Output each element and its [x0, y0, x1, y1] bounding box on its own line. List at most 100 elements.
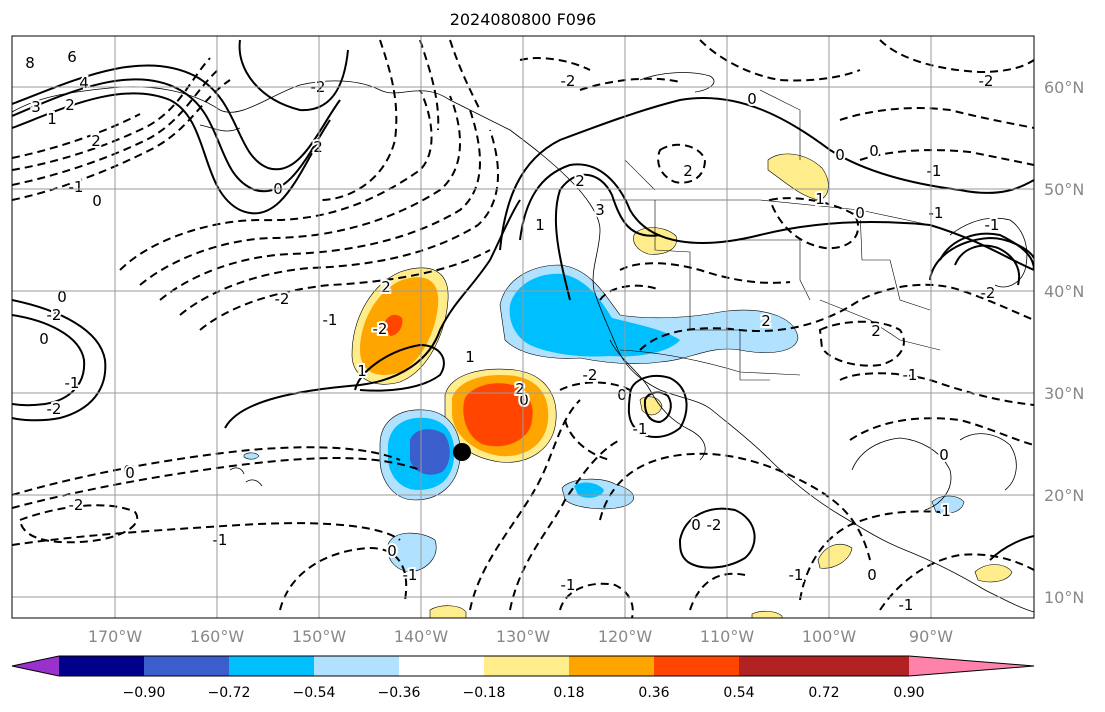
contour-label: 2: [91, 132, 101, 150]
contour-label: -1: [633, 420, 648, 438]
contour-label: -1: [69, 178, 84, 196]
contour-label: 0: [387, 542, 397, 560]
contour-label: 0: [747, 90, 757, 108]
colorbar-tick: −0.90: [123, 685, 166, 701]
contour-label: -2: [47, 306, 62, 324]
lat-label: 20°N: [1044, 486, 1084, 505]
contour-label: 2: [683, 162, 693, 180]
colorbar-tick: 0.54: [723, 685, 754, 701]
lat-label: 50°N: [1044, 180, 1084, 199]
colorbar-segment: [484, 656, 569, 676]
coastlines: [12, 72, 1034, 613]
shaded-anomalies: [243, 153, 1013, 618]
contour-label: -1: [899, 596, 914, 614]
contour-label: -2: [707, 516, 722, 534]
contour-label: 0: [691, 516, 701, 534]
lon-label: 130°W: [496, 627, 551, 646]
latitude-labels: 60°N 50°N 40°N 30°N 20°N 10°N: [1044, 78, 1084, 607]
colorbar-segment: [314, 656, 399, 676]
contour-label: 2: [381, 278, 391, 296]
contour-label: -1: [789, 566, 804, 584]
colorbar-segment: [144, 656, 229, 676]
contour-label: -2: [275, 290, 290, 308]
colorbar-ticks: −0.90 −0.72 −0.54 −0.36 −0.18 0.18 0.36 …: [123, 685, 925, 701]
contour-label: 1: [535, 216, 545, 234]
colorbar-tick: −0.18: [463, 685, 506, 701]
contour-label: 0: [835, 146, 845, 164]
colorbar-extend-high: [909, 656, 1034, 676]
contour-label: 3: [595, 201, 605, 219]
contours-dashed: [12, 39, 1034, 618]
contour-label: -2: [583, 366, 598, 384]
colorbar-segment: [399, 656, 484, 676]
colorbar-tick: 0.90: [893, 685, 924, 701]
map-frame: [11, 35, 1035, 619]
contour-label: -2: [981, 284, 996, 302]
contour-label: -1: [985, 216, 1000, 234]
lat-label: 60°N: [1044, 78, 1084, 97]
contour-labels: 8 6 4 3 2 1 2 0 -1 -2 2 0 0 -2 0 -1 -2 -…: [23, 46, 1001, 616]
contour-label: -2: [69, 496, 84, 514]
contour-label: 0: [869, 142, 879, 160]
lon-label: 90°W: [909, 627, 953, 646]
contour-label: 0: [92, 192, 102, 210]
colorbar-segment: [654, 656, 739, 676]
colorbar-segment: [59, 656, 144, 676]
lon-label: 140°W: [394, 627, 449, 646]
lat-label: 30°N: [1044, 384, 1084, 403]
contour-label: 2: [313, 138, 323, 156]
contour-label: -1: [403, 566, 418, 584]
colorbar-segment: [824, 656, 909, 676]
contour-label: 0: [939, 446, 949, 464]
contour-label: 0: [519, 391, 529, 409]
colorbar-tick: 0.72: [808, 685, 839, 701]
lat-label: 40°N: [1044, 282, 1084, 301]
contour-label: 4: [79, 74, 89, 92]
contour-label: 1: [357, 362, 367, 380]
contour-label: 2: [871, 322, 881, 340]
longitude-labels: 170°W 160°W 150°W 140°W 130°W 120°W 110°…: [88, 627, 953, 646]
contour-label: -1: [323, 311, 338, 329]
colorbar-tick: −0.54: [293, 685, 336, 701]
colorbar-segment: [739, 656, 824, 676]
contour-label: 0: [39, 330, 49, 348]
contour-label: 6: [67, 48, 77, 66]
lon-label: 160°W: [190, 627, 245, 646]
contour-label: 0: [123, 462, 133, 480]
contour-label: 2: [65, 96, 75, 114]
contour-label: -2: [373, 320, 388, 338]
lon-label: 110°W: [700, 627, 755, 646]
lon-label: 120°W: [598, 627, 653, 646]
contour-label: 2: [575, 172, 585, 190]
contour-label: 1: [815, 190, 825, 208]
contour-label: 8: [25, 54, 35, 72]
contour-label: 1: [465, 348, 475, 366]
storm-center-marker: [453, 443, 471, 461]
colorbar-tick: −0.36: [378, 685, 421, 701]
contour-label: 1: [47, 110, 57, 128]
contour-label: 0: [125, 464, 135, 482]
contour-label: -2: [47, 400, 62, 418]
lon-label: 170°W: [88, 627, 143, 646]
contour-label: 2: [761, 312, 771, 330]
colorbar-tick: 0.18: [553, 685, 584, 701]
lat-label: 10°N: [1044, 588, 1084, 607]
colorbar-segment: [569, 656, 654, 676]
contour-label: 0: [867, 566, 877, 584]
contour-label: 0: [855, 204, 865, 222]
contour-label: -1: [561, 576, 576, 594]
contour-label: -1: [65, 374, 80, 392]
gridlines: [12, 36, 1034, 618]
map-title: 2024080800 F096: [449, 10, 597, 29]
contour-label: -1: [903, 366, 918, 384]
colorbar: −0.90 −0.72 −0.54 −0.36 −0.18 0.18 0.36 …: [11, 655, 1035, 701]
contour-label: 3: [31, 98, 41, 116]
lon-label: 100°W: [802, 627, 857, 646]
colorbar-tick: −0.72: [208, 685, 251, 701]
colorbar-segment: [229, 656, 314, 676]
contour-label: -1: [213, 531, 228, 549]
contour-label: -1: [927, 162, 942, 180]
colorbar-tick: 0.36: [638, 685, 669, 701]
contour-label: 1: [941, 502, 951, 520]
